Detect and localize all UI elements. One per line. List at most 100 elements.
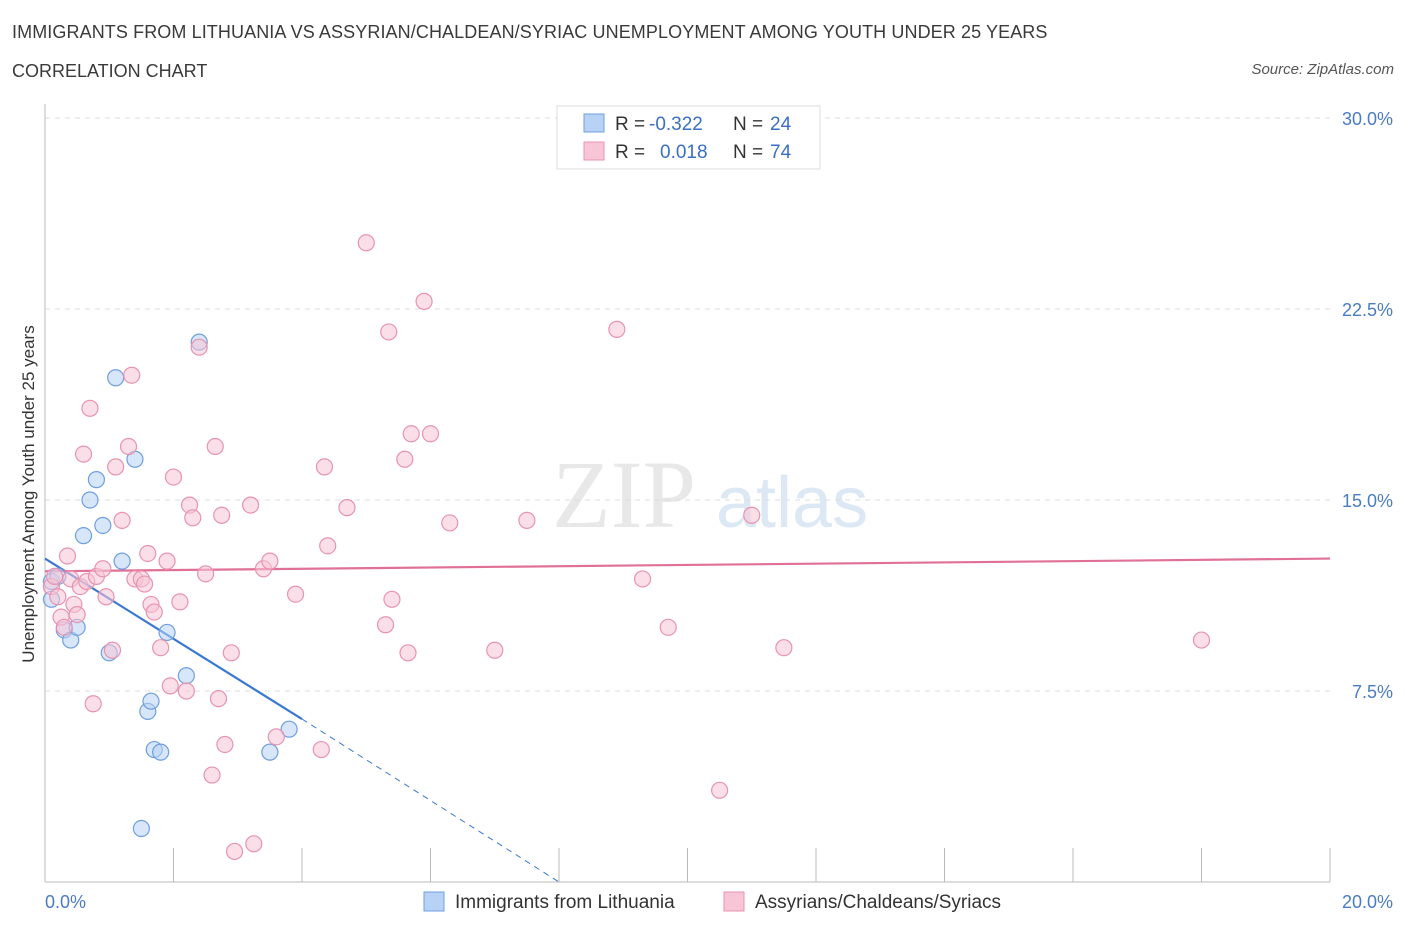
lithuania-trendline-extension <box>301 718 560 883</box>
assyrian-point <box>94 560 112 578</box>
assyrian-point <box>203 766 221 784</box>
legend-n-label: N = <box>733 142 763 163</box>
chart-title: IMMIGRANTS FROM LITHUANIA VS ASSYRIAN/CH… <box>12 22 1048 42</box>
lithuania-point <box>280 720 298 738</box>
legend-r-label: R = <box>615 114 645 135</box>
assyrian-point <box>158 552 176 570</box>
assyrian-point <box>145 603 163 621</box>
assyrian-point <box>376 616 395 634</box>
assyrian-point <box>113 511 131 529</box>
correlation-legend: R = -0.322 N = 24 R = 0.018 N = 74 <box>556 105 821 170</box>
lithuania-point <box>107 369 125 387</box>
y-tick-labels: 7.5% 15.0% 22.5% 30.0% <box>1342 109 1393 702</box>
assyrian-point <box>518 511 536 529</box>
x-tick-label: 20.0% <box>1342 892 1393 912</box>
assyrian-point <box>399 644 417 662</box>
assyrian-point <box>245 835 263 853</box>
source-label: Source: ZipAtlas.com <box>1251 61 1394 78</box>
assyrian-point <box>216 735 234 754</box>
assyrian-point <box>55 618 73 636</box>
assyrian-point <box>711 781 729 799</box>
x-tick-labels: 0.0% 20.0% <box>45 892 1393 912</box>
x-tick-label: 0.0% <box>45 892 86 912</box>
gridlines <box>45 117 1330 692</box>
assyrian-point <box>152 639 170 657</box>
trendlines <box>44 557 1331 883</box>
watermark-zip: ZIP <box>552 441 696 548</box>
assyrian-point <box>338 499 356 517</box>
assyrian-point <box>49 588 67 606</box>
series-legend: Immigrants from Lithuania Assyrians/Chal… <box>423 891 1001 913</box>
bottom-legend-label-lithuania: Immigrants from Lithuania <box>455 892 675 913</box>
lithuania-point <box>177 667 195 685</box>
watermark-atlas: atlas <box>716 463 868 543</box>
chart-subtitle: CORRELATION CHART <box>12 61 208 81</box>
assyrian-point <box>659 618 677 636</box>
assyrian-point <box>267 728 285 746</box>
assyrian-point <box>68 605 86 624</box>
assyrian-point <box>242 496 260 514</box>
legend-r-value: -0.322 <box>649 114 703 135</box>
assyrian-point <box>123 366 141 384</box>
assyrian-point <box>312 740 330 759</box>
legend-n-value: 74 <box>770 142 792 163</box>
assyrian-point <box>46 567 64 586</box>
lithuania-point <box>81 491 99 509</box>
assyrian-point <box>743 506 761 524</box>
assyrian-point <box>608 320 626 338</box>
assyrian-point <box>441 514 459 532</box>
assyrian-point <box>357 234 375 252</box>
lithuania-point <box>132 819 150 838</box>
assyrian-point <box>81 399 99 417</box>
legend-swatch-lithuania <box>583 113 605 133</box>
y-tick-label: 7.5% <box>1352 682 1393 702</box>
y-tick-label: 15.0% <box>1342 491 1393 511</box>
assyrian-point <box>119 437 138 456</box>
legend-r-value: 0.018 <box>660 142 708 163</box>
assyrian-point <box>380 323 398 341</box>
assyrian-point <box>58 547 77 565</box>
lithuania-point <box>152 743 170 761</box>
assyrian-point <box>421 425 440 443</box>
assyrian-point <box>319 537 337 555</box>
assyrian-point <box>161 677 179 695</box>
assyrian-point <box>184 509 202 527</box>
y-tick-label: 22.5% <box>1342 300 1393 320</box>
assyrian-point <box>190 338 208 356</box>
legend-r-label: R = <box>615 142 645 163</box>
assyrian-point <box>197 565 215 583</box>
assyrian-point <box>171 593 189 611</box>
assyrian-point <box>402 425 420 443</box>
assyrian-point <box>74 445 93 463</box>
assyrian-point <box>1192 631 1211 649</box>
assyrian-point <box>135 575 154 593</box>
assyrian-point <box>315 458 334 476</box>
y-axis-title: Unemployment Among Youth under 25 years <box>19 325 38 662</box>
assyrian-point <box>139 544 157 563</box>
legend-n-value: 24 <box>770 114 792 135</box>
assyrian-point <box>486 641 504 659</box>
assyrian-point <box>84 695 102 713</box>
data-points <box>42 234 1211 861</box>
assyrian-point <box>383 590 401 608</box>
assyrian-point <box>103 641 122 659</box>
assyrian-point <box>633 570 652 588</box>
legend-swatch-assyrian <box>583 141 605 161</box>
lithuania-point <box>87 471 106 489</box>
assyrian-point <box>164 468 183 486</box>
assyrian-point <box>775 639 793 657</box>
y-tick-label: 30.0% <box>1342 109 1393 129</box>
axes <box>44 104 1331 883</box>
lithuania-point <box>113 552 131 570</box>
assyrian-point <box>415 292 433 310</box>
assyrian-point <box>261 552 279 570</box>
legend-n-label: N = <box>733 114 763 135</box>
assyrian-point <box>177 682 195 700</box>
bottom-legend-swatch-lithuania <box>423 891 445 912</box>
lithuania-point <box>74 527 93 545</box>
assyrian-point <box>396 450 414 468</box>
lithuania-point <box>142 692 160 710</box>
assyrian-point <box>213 506 231 524</box>
lithuania-point <box>94 516 112 535</box>
